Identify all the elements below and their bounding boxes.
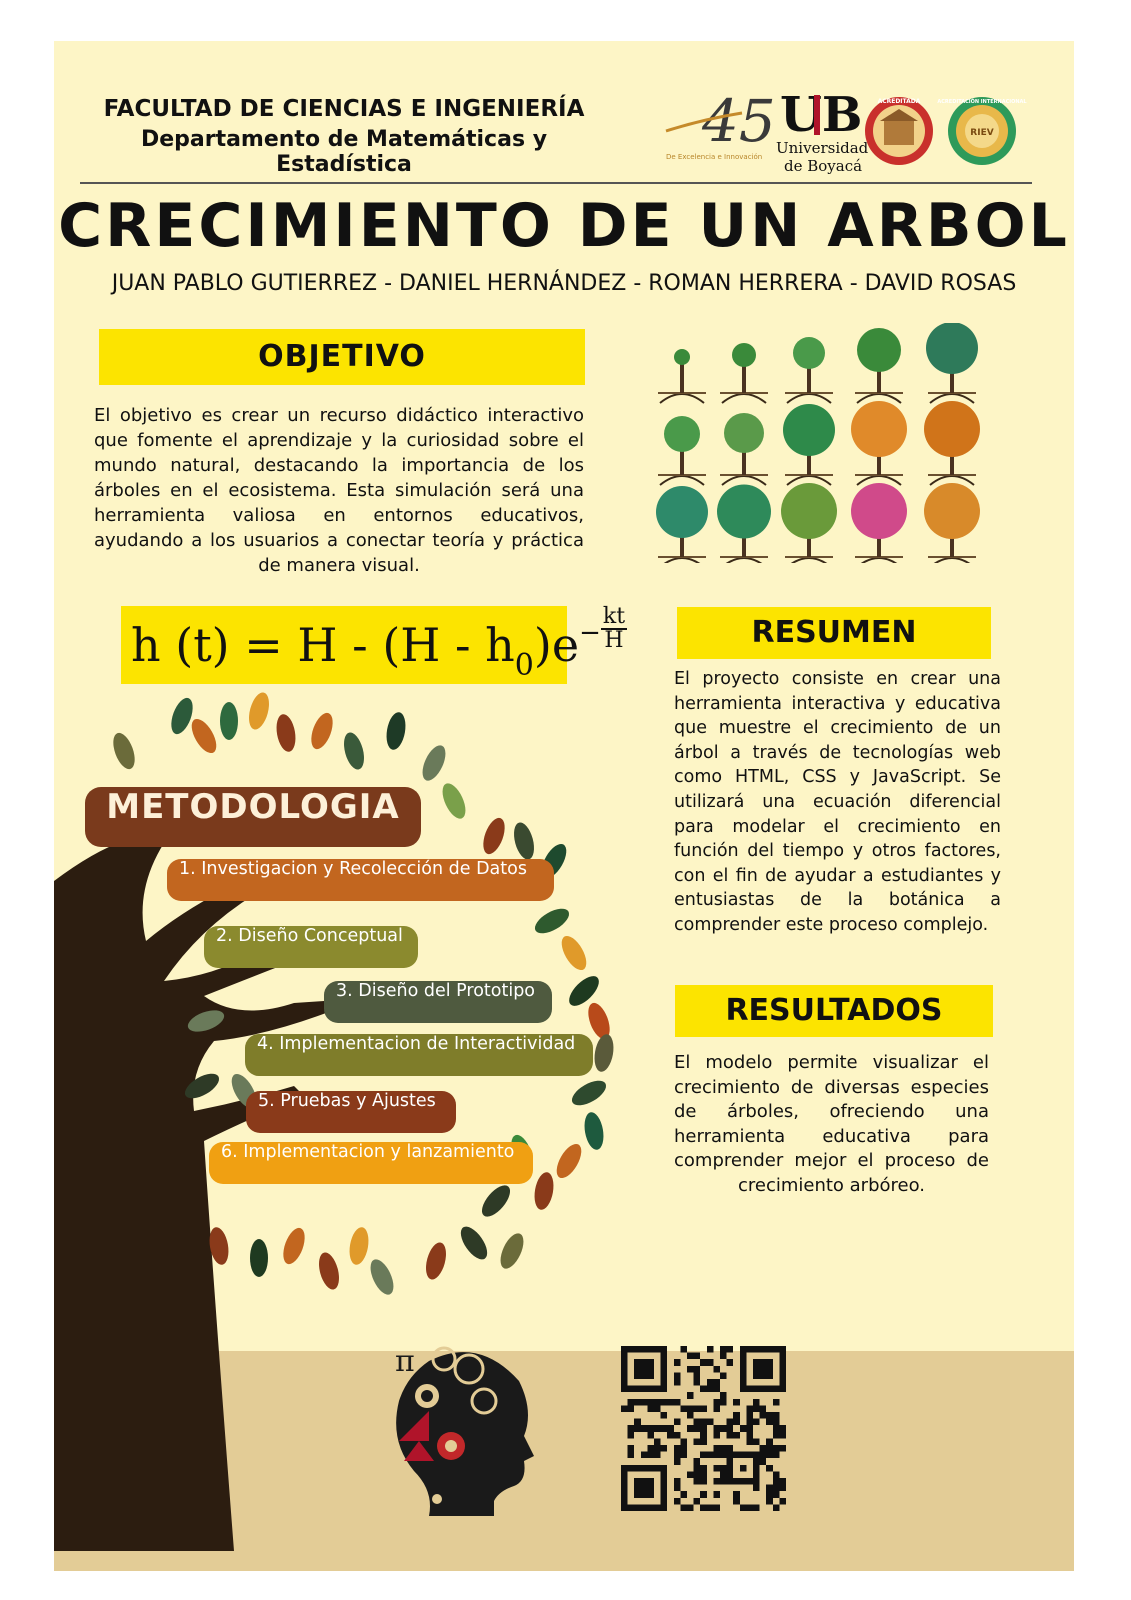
tree-stage-icon [855, 328, 903, 404]
anniversary-45-logo: 45 De Excelencia e Innovación [665, 87, 776, 161]
leaf-icon [483, 817, 505, 855]
leaf-icon [184, 1073, 220, 1099]
equation-subscript: 0 [514, 648, 534, 683]
tree-stage-icon [658, 416, 706, 486]
math-head-logo-icon: π [395, 1344, 534, 1516]
growth-equation: h (t) = H - (H - h0)e− kt H [121, 606, 628, 684]
equation-minus: − [579, 618, 601, 648]
leaf-icon [349, 1227, 369, 1265]
seal2-label: ACREDITACIÓN INTERNACIONAL [937, 98, 1027, 105]
tree-stage-icon [851, 401, 907, 486]
leaf-icon [187, 1010, 225, 1032]
methodology-step-3: 3. Diseño del Prototipo [324, 981, 552, 1023]
equation-exponent: kt H [600, 604, 628, 653]
methodology-step-5: 5. Pruebas y Ajustes [246, 1091, 456, 1133]
exponent-denominator: H [604, 628, 624, 653]
leaf-icon [569, 976, 599, 1006]
header-divider [80, 182, 1032, 184]
authors: JUAN PABLO GUTIERREZ - DANIEL HERNÁNDEZ … [111, 271, 1017, 296]
leaf-icon [514, 822, 534, 860]
leaf-icon [442, 783, 466, 819]
tree-growth-grid-illustration [656, 323, 980, 563]
ub-name-line1: Universidad [776, 139, 869, 157]
faculty-name: FACULTAD DE CIENCIAS E INGENIERÍA [103, 96, 585, 122]
methodology-tree-illustration [54, 692, 614, 1551]
department-name: Departamento de Matemáticas y Estadístic… [140, 127, 548, 177]
poster: FACULTAD DE CIENCIAS E INGENIERÍA Depart… [54, 41, 1074, 1571]
universidad-de-boyaca-logo: UB Universidad de Boyacá [776, 87, 869, 175]
leaf-icon [319, 1252, 339, 1290]
metodologia-heading: METODOLOGIA [85, 787, 421, 847]
tree-stage-icon [785, 337, 833, 404]
leaf-icon [561, 935, 587, 971]
tree-stage-icon [720, 343, 768, 404]
resultados-text: El modelo permite visualizar el crecimie… [674, 1052, 989, 1196]
leaf-icon [250, 1239, 268, 1277]
tree-stage-icon [781, 483, 837, 563]
equation-rhs: )e [533, 618, 580, 672]
leaf-icon [426, 1242, 446, 1280]
qr-code[interactable] [621, 1346, 786, 1511]
leaf-icon [588, 1002, 610, 1040]
leaf-icon [311, 712, 333, 750]
tree-stage-icon [720, 413, 768, 486]
anniversary-number: 45 [701, 87, 776, 155]
tree-stage-icon [783, 404, 835, 486]
objetivo-heading: OBJETIVO [99, 329, 585, 385]
tree-stage-icon [851, 483, 907, 563]
tree-trunk [54, 841, 326, 1551]
international-accreditation-seal-icon: RIEV ACREDITACIÓN INTERNACIONAL [937, 97, 1027, 165]
leaf-icon [191, 718, 217, 754]
leaf-icon [370, 1259, 394, 1295]
seal2-inner: RIEV [970, 128, 993, 138]
equation-lhs: h (t) = H - (H - h [131, 618, 515, 672]
seal1-label: ACREDITADA [878, 98, 921, 105]
leaf-icon [283, 1227, 305, 1265]
leaf-icon [500, 1233, 524, 1269]
resultados-heading: RESULTADOS [675, 985, 993, 1037]
accreditation-seal-icon: ACREDITADA [865, 97, 933, 165]
tree-stage-icon [924, 401, 980, 486]
leaf-icon [171, 697, 193, 735]
tree-stage-icon [658, 349, 706, 404]
exponent-numerator: kt [600, 604, 628, 630]
methodology-step-1: 1. Investigacion y Recolección de Datos [167, 859, 554, 901]
methodology-step-6: 6. Implementacion y lanzamiento [209, 1142, 533, 1184]
pi-symbol: π [395, 1344, 415, 1379]
anniversary-tagline: De Excelencia e Innovación [666, 153, 762, 161]
leaf-icon [481, 1185, 511, 1217]
leaf-icon [344, 732, 364, 770]
institution-logos: 45 De Excelencia e Innovación UB Univers… [665, 87, 1027, 175]
tree-stage-icon [926, 323, 978, 404]
leaf-icon [534, 1172, 554, 1210]
leaf-icon [209, 1227, 229, 1265]
leaf-icon [220, 702, 238, 740]
leaf-icon [276, 714, 296, 752]
tree-stage-icon [717, 484, 771, 563]
ub-initials: UB [780, 87, 862, 143]
tree-stage-icon [656, 486, 708, 563]
leaf-icon [571, 1080, 607, 1106]
leaf-icon [249, 692, 269, 730]
leaf-icon [556, 1143, 582, 1179]
objetivo-text: El objetivo es crear un recurso didáctic… [94, 405, 584, 576]
leaf-icon [584, 1112, 604, 1150]
resumen-text: El proyecto consiste en crear una herram… [674, 669, 1001, 935]
leaf-icon [460, 1226, 488, 1260]
ub-name-line2: de Boyacá [784, 157, 862, 175]
leaf-icon [113, 732, 135, 770]
methodology-step-4: 4. Implementacion de Interactividad [245, 1034, 593, 1076]
tree-stage-icon [924, 483, 980, 563]
leaf-icon [422, 745, 446, 781]
leaf-icon [386, 712, 406, 750]
leaf-icon [594, 1034, 614, 1072]
resumen-heading: RESUMEN [677, 607, 991, 659]
poster-title: CRECIMIENTO DE UN ARBOL [58, 191, 1070, 261]
leaf-icon [534, 908, 570, 934]
methodology-step-2: 2. Diseño Conceptual [204, 926, 418, 968]
